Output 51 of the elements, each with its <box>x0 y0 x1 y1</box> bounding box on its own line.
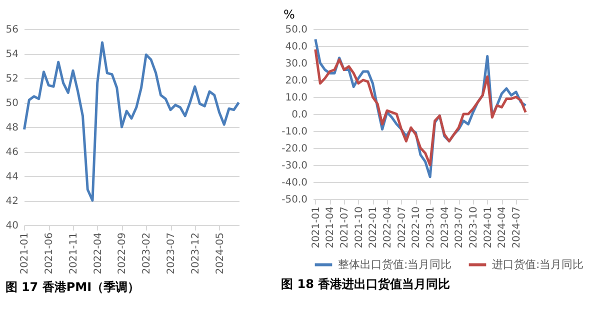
x-tick-label: 2023-04 <box>440 206 451 248</box>
x-tick-label: 2023-10 <box>468 206 480 248</box>
y-tick-label: -20.0 <box>282 144 308 154</box>
y-tick-label: -10.0 <box>282 126 308 138</box>
y-tick-label: 30.0 <box>285 58 308 70</box>
x-tick-label: 2021-10 <box>354 206 365 248</box>
y-tick-label: 50 <box>6 98 18 109</box>
y-tick-label: 20.0 <box>285 76 308 86</box>
legend-label: 整体出口货值:当月同比 <box>338 258 452 271</box>
y-tick-label: 44 <box>6 172 18 182</box>
x-tick-label: 2024-07 <box>512 206 523 248</box>
y-tick-label: 10.0 <box>285 92 308 104</box>
y-tick-label: 52 <box>6 74 18 84</box>
x-tick-label: 2022-04 <box>382 206 394 248</box>
y-tick-label: 50.0 <box>285 24 308 36</box>
x-tick-label: 2024-05 <box>214 232 226 274</box>
x-tick-label: 2023-02 <box>142 232 153 274</box>
x-tick-label: 2022-01 <box>368 206 380 248</box>
y-tick-label: -30.0 <box>282 160 308 172</box>
y-tick-label: 40.0 <box>285 42 308 52</box>
line-series <box>22 41 240 202</box>
x-tick-label: 2022-10 <box>411 206 422 248</box>
x-tick-label: 2021-04 <box>325 206 336 248</box>
y-tick-label: 46 <box>6 147 18 158</box>
x-tick-label: 2023-01 <box>426 206 437 248</box>
x-tick-label: 2023-12 <box>190 232 202 274</box>
x-tick-label: 2022-04 <box>92 232 104 274</box>
text: 图 17 香港PMI（季调） <box>5 280 140 294</box>
y-tick-label: 40 <box>6 220 18 232</box>
y-tick-label: 0.0 <box>292 110 308 120</box>
x-tick-label: 2023-07 <box>166 232 177 274</box>
x-tick-label: 2021-06 <box>44 232 56 274</box>
y-tick-label: -50.0 <box>282 194 308 206</box>
x-tick-label: 2022-09 <box>117 232 128 274</box>
x-tick-label: 2022-07 <box>396 206 408 248</box>
x-tick-label: 2024-01 <box>482 206 494 248</box>
y-tick-label: 48 <box>6 122 18 134</box>
text: 图 18 香港进出口货值当月同比 <box>281 277 450 291</box>
y-tick-label: 54 <box>6 49 18 60</box>
line-series <box>314 48 527 166</box>
y-tick-label: 56 <box>6 24 18 36</box>
y-tick-label: -40.0 <box>282 178 308 188</box>
x-tick-label: 2023-07 <box>454 206 466 248</box>
y-tick-label: 42 <box>6 196 18 207</box>
y-axis-title: % <box>284 8 295 22</box>
x-tick-label: 2021-01 <box>310 206 322 248</box>
x-tick-label: 2021-07 <box>340 206 351 248</box>
x-tick-label: 2021-01 <box>20 232 31 274</box>
x-tick-label: 2021-11 <box>68 232 80 274</box>
x-tick-label: 2024-04 <box>497 206 508 248</box>
legend-label: 进口货值:当月同比 <box>492 258 584 271</box>
